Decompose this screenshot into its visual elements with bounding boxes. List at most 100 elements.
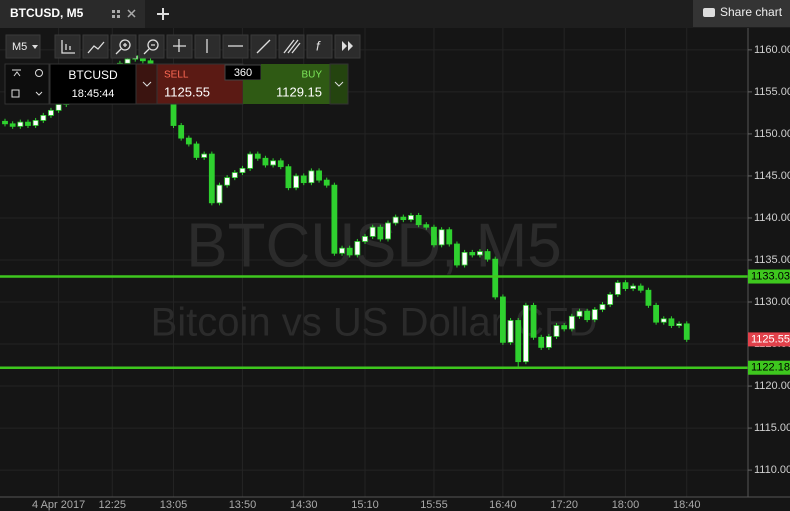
tool-button[interactable] <box>138 34 165 59</box>
y-tick-label: 1145.00 <box>754 170 790 182</box>
last-price-box <box>748 332 790 347</box>
candle-body <box>239 167 246 173</box>
axis: 1110.001115.001120.001125.001130.001135.… <box>32 44 790 511</box>
candle-body <box>262 157 269 166</box>
candle-body <box>323 179 330 186</box>
candle-body <box>637 285 644 291</box>
candle-body <box>392 216 399 224</box>
share-label: Share chart <box>720 5 783 19</box>
interval-label: M5 <box>12 41 27 53</box>
candle-body <box>507 320 514 343</box>
candle-body <box>584 310 591 321</box>
last-price-label: 1125.55 <box>751 333 790 345</box>
x-tick-label: 14:30 <box>290 499 318 511</box>
candle-body <box>224 177 231 186</box>
candle-body <box>660 318 667 323</box>
interval-button[interactable] <box>5 34 41 59</box>
candle-body <box>377 226 384 240</box>
candle-body <box>48 109 54 116</box>
y-tick-label: 1115.00 <box>754 422 790 434</box>
x-tick-label: 15:55 <box>420 499 448 511</box>
candle-body <box>599 304 606 310</box>
candle-body <box>607 294 614 305</box>
candle-body <box>201 153 208 158</box>
candle-body <box>55 104 62 111</box>
candle-body <box>346 247 353 256</box>
candle-body <box>32 120 39 126</box>
candle-body <box>561 325 568 330</box>
x-tick-label: 15:10 <box>351 499 379 511</box>
candle-body <box>614 282 621 295</box>
candle-body <box>499 296 506 343</box>
candle-body <box>17 121 24 127</box>
candle-body <box>285 166 292 189</box>
y-tick-label: 1110.00 <box>754 464 790 476</box>
trade-panel: BTCUSD 18:45:44 SELL 1125.55 360 BUY 112… <box>4 63 349 105</box>
candle-body <box>40 115 47 121</box>
candle-body <box>469 252 476 256</box>
y-tick-label: 1135.00 <box>754 254 790 266</box>
add-tab[interactable] <box>157 8 169 20</box>
clock: 18:45:44 <box>72 88 115 100</box>
candle-body <box>415 215 422 226</box>
candle-body <box>515 320 522 363</box>
candle-body <box>522 304 529 363</box>
y-tick-label: 1120.00 <box>754 380 790 392</box>
candle-body <box>446 229 453 245</box>
buy-price: 1129.15 <box>276 84 322 99</box>
candle-body <box>178 125 185 139</box>
candle-body <box>438 229 445 246</box>
candle-body <box>2 120 8 125</box>
watermark-title: BTCUSD, M5 <box>186 211 561 280</box>
x-tick-label: 17:20 <box>550 499 578 511</box>
candle-body <box>385 222 391 240</box>
tab[interactable] <box>0 0 145 28</box>
candle-body <box>645 289 652 306</box>
candles <box>0 53 748 369</box>
tool-button[interactable] <box>54 34 81 59</box>
candle-body <box>25 121 31 126</box>
candle-body <box>461 252 468 266</box>
candle-body <box>653 304 659 323</box>
buy-label: BUY <box>301 70 322 81</box>
candle-body <box>293 175 299 189</box>
symbol-box[interactable] <box>49 63 137 105</box>
candle-body <box>484 251 491 260</box>
sell-label: SELL <box>164 70 189 81</box>
toolbar: M5 f <box>5 34 361 59</box>
candle-body <box>9 123 16 127</box>
tool-button[interactable] <box>278 34 305 59</box>
candle-body <box>576 310 583 317</box>
candle-body <box>331 184 338 254</box>
candle-body <box>477 251 483 256</box>
candle-body <box>431 226 437 246</box>
x-tick-label: 4 Apr 2017 <box>32 499 85 511</box>
candle-body <box>423 224 430 228</box>
level-label-box <box>748 360 790 375</box>
candle-body <box>185 137 192 145</box>
y-tick-label: 1150.00 <box>754 128 790 140</box>
candle-body <box>538 336 545 348</box>
candle-body <box>308 170 315 184</box>
camera-icon <box>703 8 715 17</box>
tab-title: BTCUSD, M5 <box>10 6 84 20</box>
candle-body <box>553 325 560 337</box>
tool-button[interactable] <box>306 34 333 59</box>
buy-button[interactable] <box>261 64 330 80</box>
y-tick-label: 1130.00 <box>754 296 790 308</box>
candle-body <box>676 323 682 326</box>
candle-body <box>231 172 238 179</box>
x-tick-label: 18:40 <box>673 499 701 511</box>
tool-button[interactable] <box>334 34 361 59</box>
candle-body <box>354 241 361 256</box>
symbol: BTCUSD <box>68 68 118 82</box>
candle-body <box>591 309 598 321</box>
tool-button[interactable] <box>110 34 137 59</box>
x-tick-label: 16:40 <box>489 499 517 511</box>
candle-body <box>339 247 345 254</box>
candle-body <box>408 215 414 221</box>
candle-body <box>362 236 368 242</box>
tab-icons[interactable] <box>112 9 136 18</box>
candle-body <box>630 285 637 289</box>
